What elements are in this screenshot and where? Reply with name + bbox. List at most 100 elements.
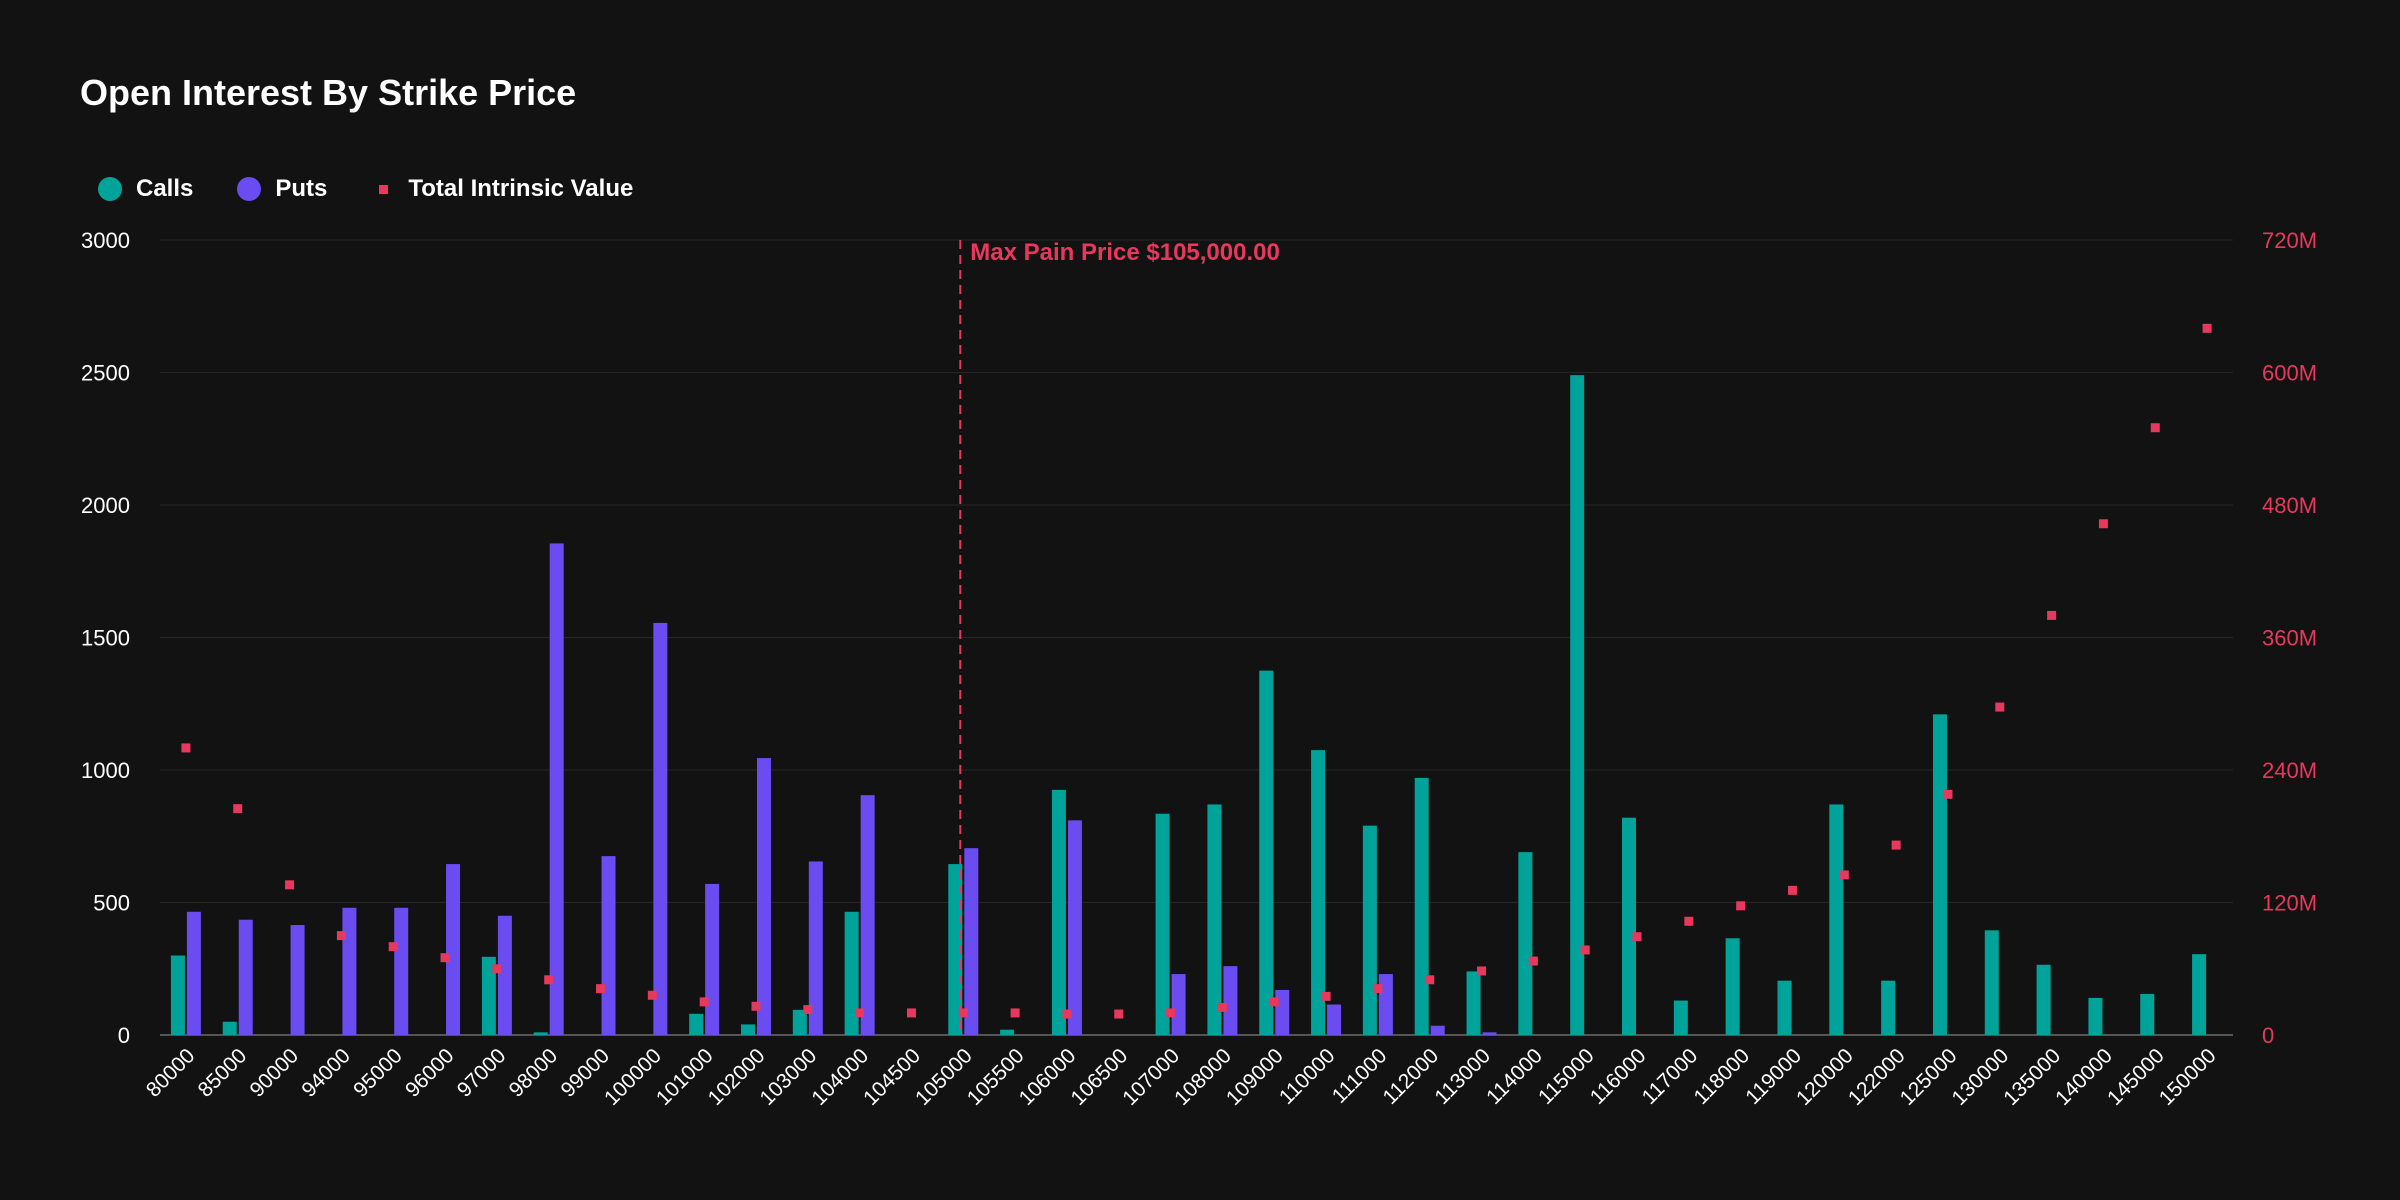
y-right-tick-label: 0	[2262, 1023, 2274, 1048]
x-tick-label: 115000	[1534, 1044, 1599, 1109]
legend-item-puts[interactable]: Puts	[237, 175, 327, 203]
x-tick-label: 85000	[194, 1044, 252, 1102]
legend-label-calls: Calls	[136, 175, 194, 202]
calls-bar	[1673, 1000, 1688, 1035]
intrinsic-point	[647, 990, 657, 1000]
intrinsic-point	[1943, 789, 1953, 799]
x-tick-label: 135000	[1999, 1044, 2065, 1110]
x-tick-label: 103000	[756, 1044, 822, 1110]
puts-bar	[1171, 974, 1186, 1035]
calls-bar	[2140, 993, 2155, 1035]
calls-bar	[792, 1009, 807, 1035]
x-tick-label: 122000	[1844, 1044, 1910, 1110]
intrinsic-point	[1217, 1002, 1227, 1012]
puts-bar	[1430, 1025, 1445, 1035]
x-tick-label: 97000	[453, 1044, 511, 1102]
intrinsic-point	[958, 1008, 968, 1018]
puts-bar	[1067, 820, 1082, 1035]
y-left-tick-label: 1000	[81, 758, 130, 783]
x-tick-label: 109000	[1222, 1044, 1288, 1110]
calls-bar	[1725, 938, 1740, 1035]
x-tick-label: 150000	[2155, 1044, 2221, 1110]
y-right-tick-label: 360M	[2262, 626, 2317, 651]
puts-bar	[1223, 966, 1238, 1035]
legend-item-calls[interactable]: Calls	[98, 175, 193, 203]
x-tick-label: 106000	[1015, 1044, 1081, 1110]
puts-bar	[549, 543, 564, 1035]
y-left-tick-label: 2500	[81, 361, 130, 386]
intrinsic-point	[2150, 423, 2160, 433]
calls-bar	[740, 1024, 755, 1035]
calls-bar	[481, 956, 496, 1035]
puts-swatch	[237, 177, 262, 201]
puts-bar	[394, 907, 409, 1035]
puts-bar	[705, 883, 720, 1035]
calls-bar	[1932, 714, 1947, 1035]
puts-bar	[238, 919, 253, 1035]
x-tick-label: 108000	[1170, 1044, 1236, 1110]
x-tick-label: 110000	[1275, 1044, 1340, 1109]
intrinsic-point	[492, 964, 502, 974]
x-tick-label: 80000	[142, 1044, 200, 1102]
intrinsic-point	[1062, 1009, 1072, 1019]
calls-bar	[170, 955, 185, 1035]
y-right-tick-label: 480M	[2262, 493, 2317, 518]
intrinsic-point	[803, 1005, 813, 1015]
calls-bar	[1570, 375, 1585, 1035]
y-left-tick-label: 3000	[81, 228, 130, 253]
x-tick-label: 140000	[2051, 1044, 2117, 1110]
legend-label-intrinsic: Total Intrinsic Value	[408, 175, 634, 202]
calls-bar	[1000, 1029, 1015, 1035]
x-tick-label: 107000	[1118, 1044, 1184, 1110]
calls-bar	[1207, 804, 1222, 1035]
intrinsic-point	[1787, 885, 1797, 895]
puts-bar	[1378, 974, 1393, 1035]
calls-bar	[1155, 813, 1170, 1035]
calls-bar	[222, 1021, 237, 1035]
puts-bar	[964, 848, 979, 1035]
intrinsic-point	[1425, 975, 1435, 985]
calls-bar	[2088, 997, 2103, 1035]
y-left-tick-label: 500	[93, 891, 130, 916]
intrinsic-point	[1373, 984, 1383, 994]
x-tick-label: 95000	[349, 1044, 407, 1102]
intrinsic-point	[544, 975, 554, 985]
puts-bar	[446, 864, 461, 1035]
calls-bar	[1259, 670, 1274, 1035]
x-tick-label: 101000	[652, 1044, 718, 1110]
x-tick-label: 102000	[704, 1044, 770, 1110]
x-tick-label: 116000	[1586, 1044, 1651, 1109]
x-tick-label: 114000	[1482, 1044, 1547, 1109]
calls-bar	[1311, 750, 1326, 1035]
x-tick-label: 105000	[911, 1044, 977, 1110]
calls-bar	[1777, 980, 1792, 1035]
x-tick-label: 98000	[505, 1044, 563, 1102]
calls-bar	[1466, 971, 1481, 1035]
intrinsic-swatch	[379, 184, 389, 194]
puts-bar	[1327, 1004, 1342, 1035]
intrinsic-point	[1321, 991, 1331, 1001]
calls-bar	[1051, 789, 1066, 1035]
x-tick-label: 106500	[1066, 1044, 1132, 1110]
puts-bar	[601, 856, 616, 1035]
intrinsic-point	[1632, 932, 1642, 942]
legend-label-puts: Puts	[275, 175, 328, 202]
intrinsic-point	[233, 804, 243, 814]
intrinsic-point	[1736, 901, 1746, 911]
intrinsic-point	[1166, 1008, 1176, 1018]
puts-bar	[1482, 1032, 1497, 1035]
intrinsic-point	[285, 880, 295, 890]
legend-item-intrinsic[interactable]: Total Intrinsic Value	[371, 175, 633, 203]
x-tick-label: 118000	[1689, 1044, 1754, 1109]
intrinsic-point	[751, 1001, 761, 1011]
x-tick-label: 104000	[807, 1044, 873, 1110]
intrinsic-point	[1114, 1009, 1124, 1019]
intrinsic-point	[1477, 966, 1487, 976]
intrinsic-point	[1839, 870, 1849, 880]
legend: Calls Puts Total Intrinsic Value	[98, 175, 677, 203]
calls-bar	[2036, 964, 2051, 1035]
calls-bar	[1622, 817, 1637, 1035]
max-pain-label: Max Pain Price $105,000.00	[970, 239, 1280, 266]
x-tick-label: 111000	[1328, 1044, 1392, 1108]
intrinsic-point	[1528, 956, 1538, 966]
